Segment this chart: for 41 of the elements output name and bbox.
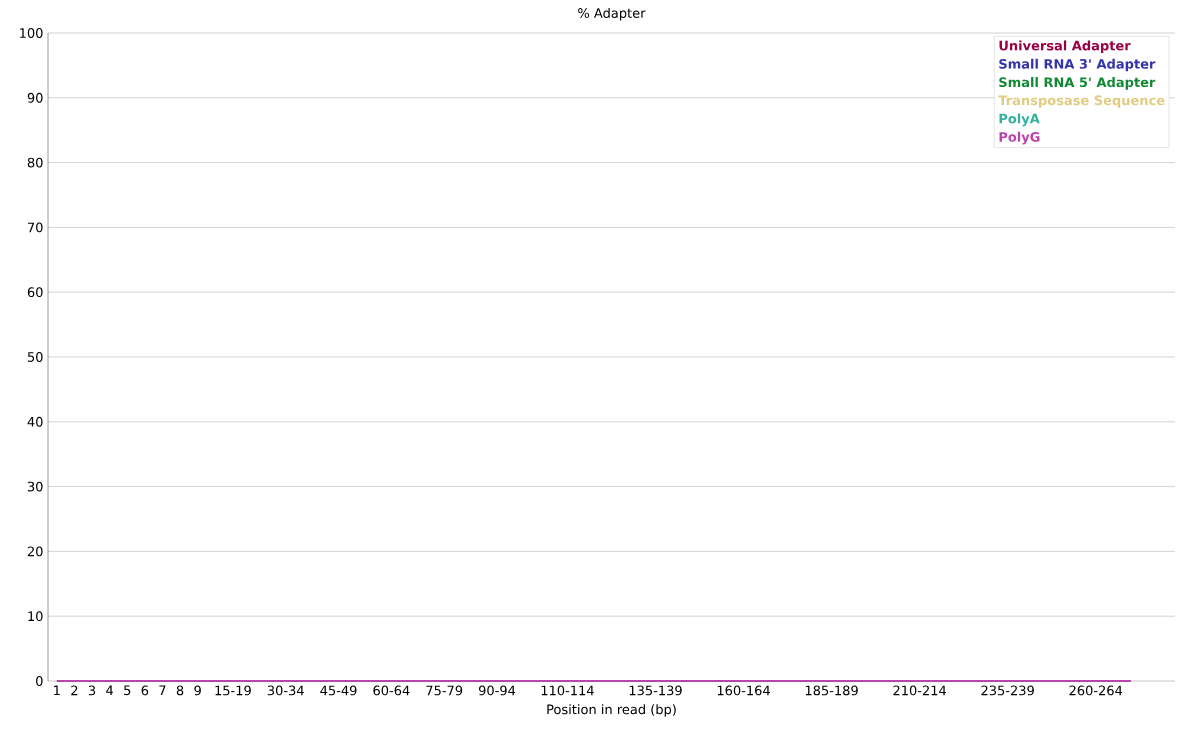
x-tick-label: 7: [159, 685, 166, 696]
y-tick-label: 0: [36, 676, 43, 686]
x-axis-title: Position in read (bp): [547, 704, 676, 717]
y-tick-label: 30: [27, 481, 43, 492]
y-tick-label: 60: [27, 287, 43, 298]
legend-label: Small RNA 3' Adapter: [999, 58, 1156, 72]
legend-label: Small RNA 5' Adapter: [999, 77, 1156, 90]
x-tick-label: 210-214: [893, 685, 947, 696]
x-tick-label: 1: [54, 685, 60, 696]
y-tick-label: 20: [27, 546, 43, 557]
x-tick-label: 9: [194, 685, 201, 696]
y-tick-label: 90: [27, 92, 43, 103]
x-tick-label: 8: [176, 685, 184, 696]
x-tick-label: 185-189: [805, 685, 858, 696]
x-tick-label: 90-94: [478, 685, 516, 696]
x-tick-label: 235-239: [981, 685, 1034, 696]
x-tick-label: 6: [141, 685, 149, 696]
y-tick-label: 10: [28, 611, 43, 622]
x-tick-label: 15-19: [215, 685, 251, 696]
x-tick-label: 45-49: [320, 685, 357, 696]
legend-label: PolyA: [999, 113, 1040, 127]
y-tick-label: 40: [27, 416, 43, 427]
x-tick-label: 260-264: [1069, 685, 1123, 696]
x-tick-label: 110-114: [541, 685, 594, 696]
legend-label: Universal Adapter: [999, 40, 1131, 54]
y-tick-label: 100: [20, 28, 43, 38]
legend-label: Transposase Sequence: [998, 95, 1165, 108]
x-tick-label: 60-64: [373, 685, 410, 696]
y-tick-label: 50: [27, 352, 43, 362]
y-tick-label: 70: [27, 222, 43, 233]
x-tick-label: 3: [88, 685, 96, 696]
x-tick-label: 5: [124, 685, 131, 696]
x-tick-label: 135-139: [629, 685, 682, 696]
x-tick-label: 30-34: [267, 685, 304, 696]
x-tick-label: 160-164: [717, 685, 770, 696]
chart-title: % Adapter: [578, 7, 646, 21]
x-tick-label: 75-79: [426, 685, 463, 696]
x-tick-label: 2: [71, 685, 78, 696]
text: PolyG: [999, 131, 1040, 145]
x-tick-label: 4: [106, 685, 114, 696]
y-tick-label: 80: [27, 157, 43, 168]
